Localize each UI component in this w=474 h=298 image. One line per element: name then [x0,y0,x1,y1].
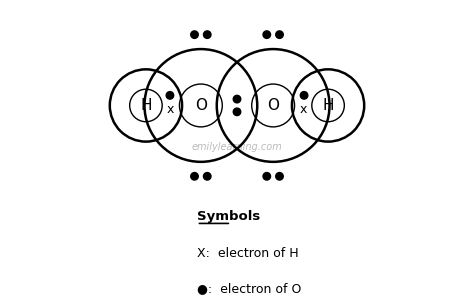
Text: H: H [322,98,334,113]
Text: H: H [140,98,152,113]
Circle shape [276,173,283,180]
Text: ●:  electron of O: ●: electron of O [197,282,301,295]
Circle shape [166,91,173,99]
Circle shape [301,91,308,99]
Circle shape [233,95,241,103]
Circle shape [263,173,271,180]
Circle shape [191,31,198,38]
Circle shape [276,31,283,38]
Circle shape [203,173,211,180]
Circle shape [203,31,211,38]
Text: x: x [167,103,174,116]
Text: O: O [195,98,207,113]
Text: x: x [300,103,307,116]
Text: X:  electron of H: X: electron of H [197,247,298,260]
Circle shape [233,108,241,116]
Text: Symbols: Symbols [197,209,260,223]
Text: O: O [267,98,279,113]
Text: emilylearning.com: emilylearning.com [191,142,283,152]
Circle shape [263,31,271,38]
Circle shape [191,173,198,180]
